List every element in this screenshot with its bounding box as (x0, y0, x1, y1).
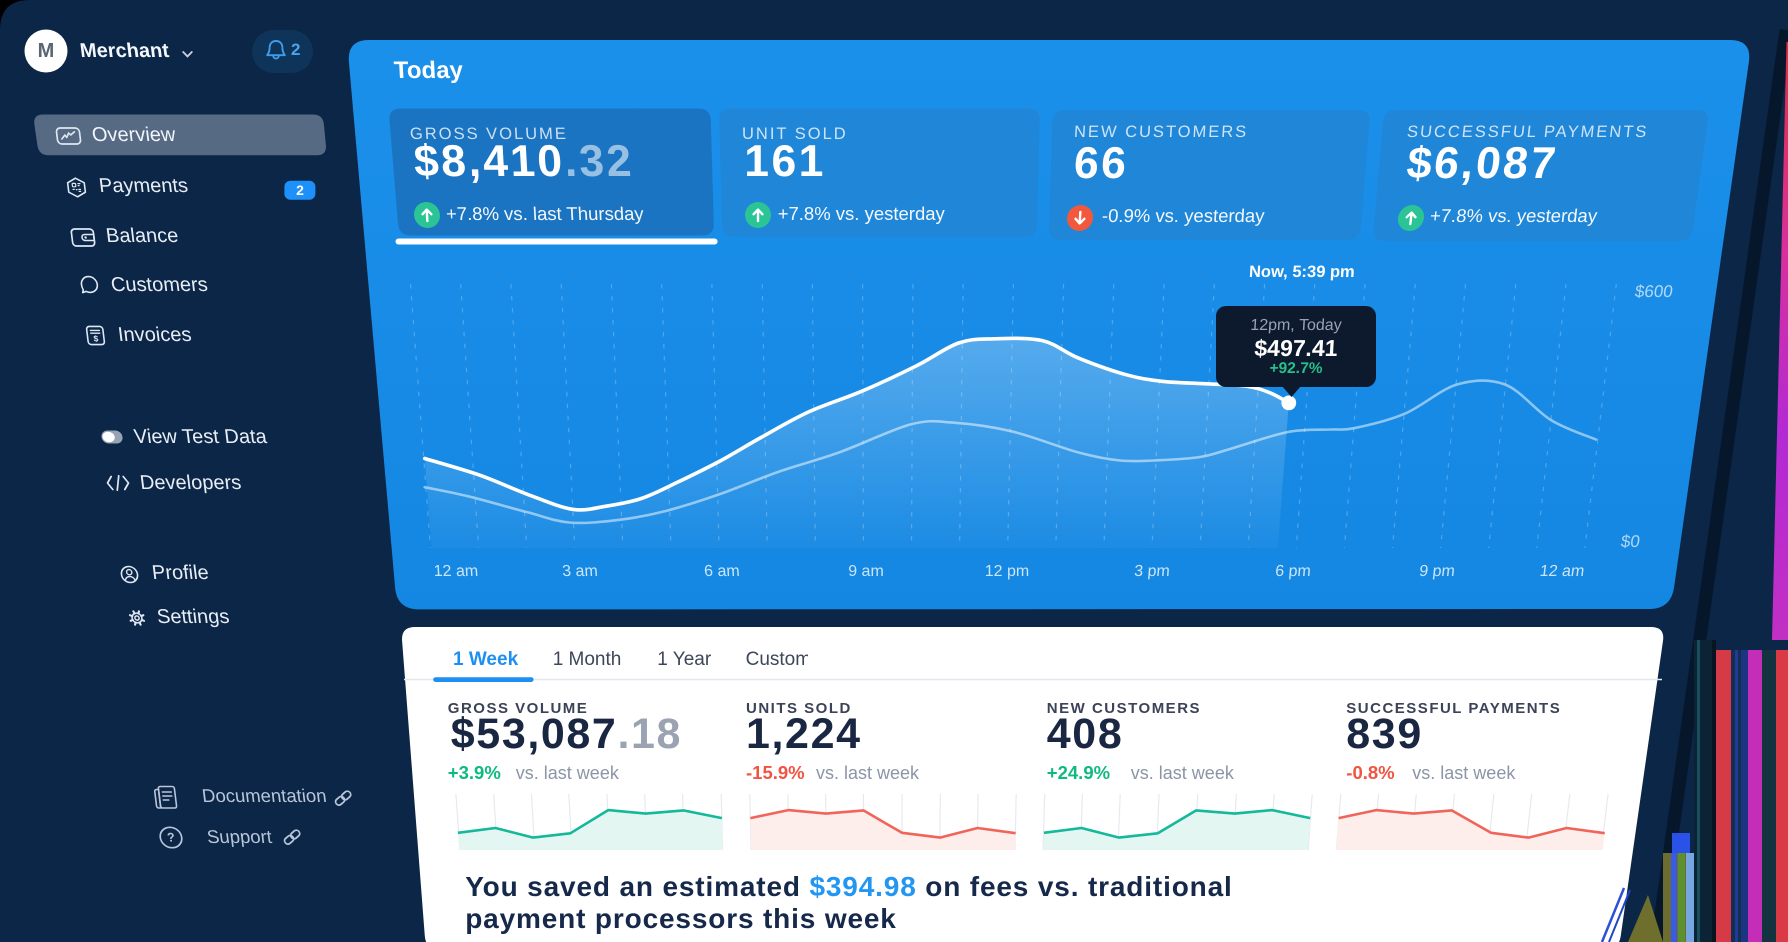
svg-text:?: ? (166, 831, 175, 845)
svg-text:$: $ (93, 333, 99, 343)
